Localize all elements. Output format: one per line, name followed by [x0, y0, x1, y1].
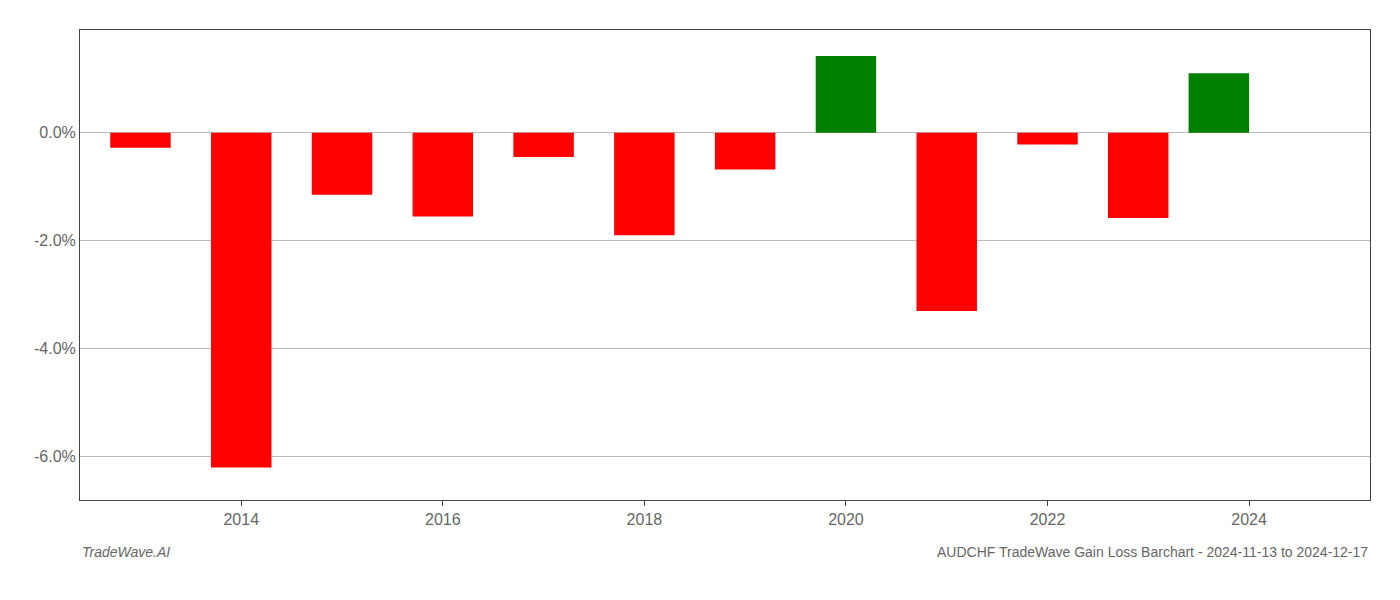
- svg-text:AUDCHF TradeWave Gain Loss Bar: AUDCHF TradeWave Gain Loss Barchart - 20…: [937, 544, 1368, 560]
- svg-text:0.0%: 0.0%: [39, 124, 75, 141]
- svg-text:2016: 2016: [425, 511, 461, 528]
- svg-text:2020: 2020: [828, 511, 864, 528]
- svg-text:2014: 2014: [223, 511, 259, 528]
- svg-text:2018: 2018: [627, 511, 663, 528]
- svg-text:2022: 2022: [1030, 511, 1066, 528]
- svg-text:-6.0%: -6.0%: [34, 448, 76, 465]
- svg-text:TradeWave.AI: TradeWave.AI: [82, 544, 170, 560]
- svg-text:-4.0%: -4.0%: [34, 340, 76, 357]
- svg-text:-2.0%: -2.0%: [34, 232, 76, 249]
- svg-text:2024: 2024: [1231, 511, 1267, 528]
